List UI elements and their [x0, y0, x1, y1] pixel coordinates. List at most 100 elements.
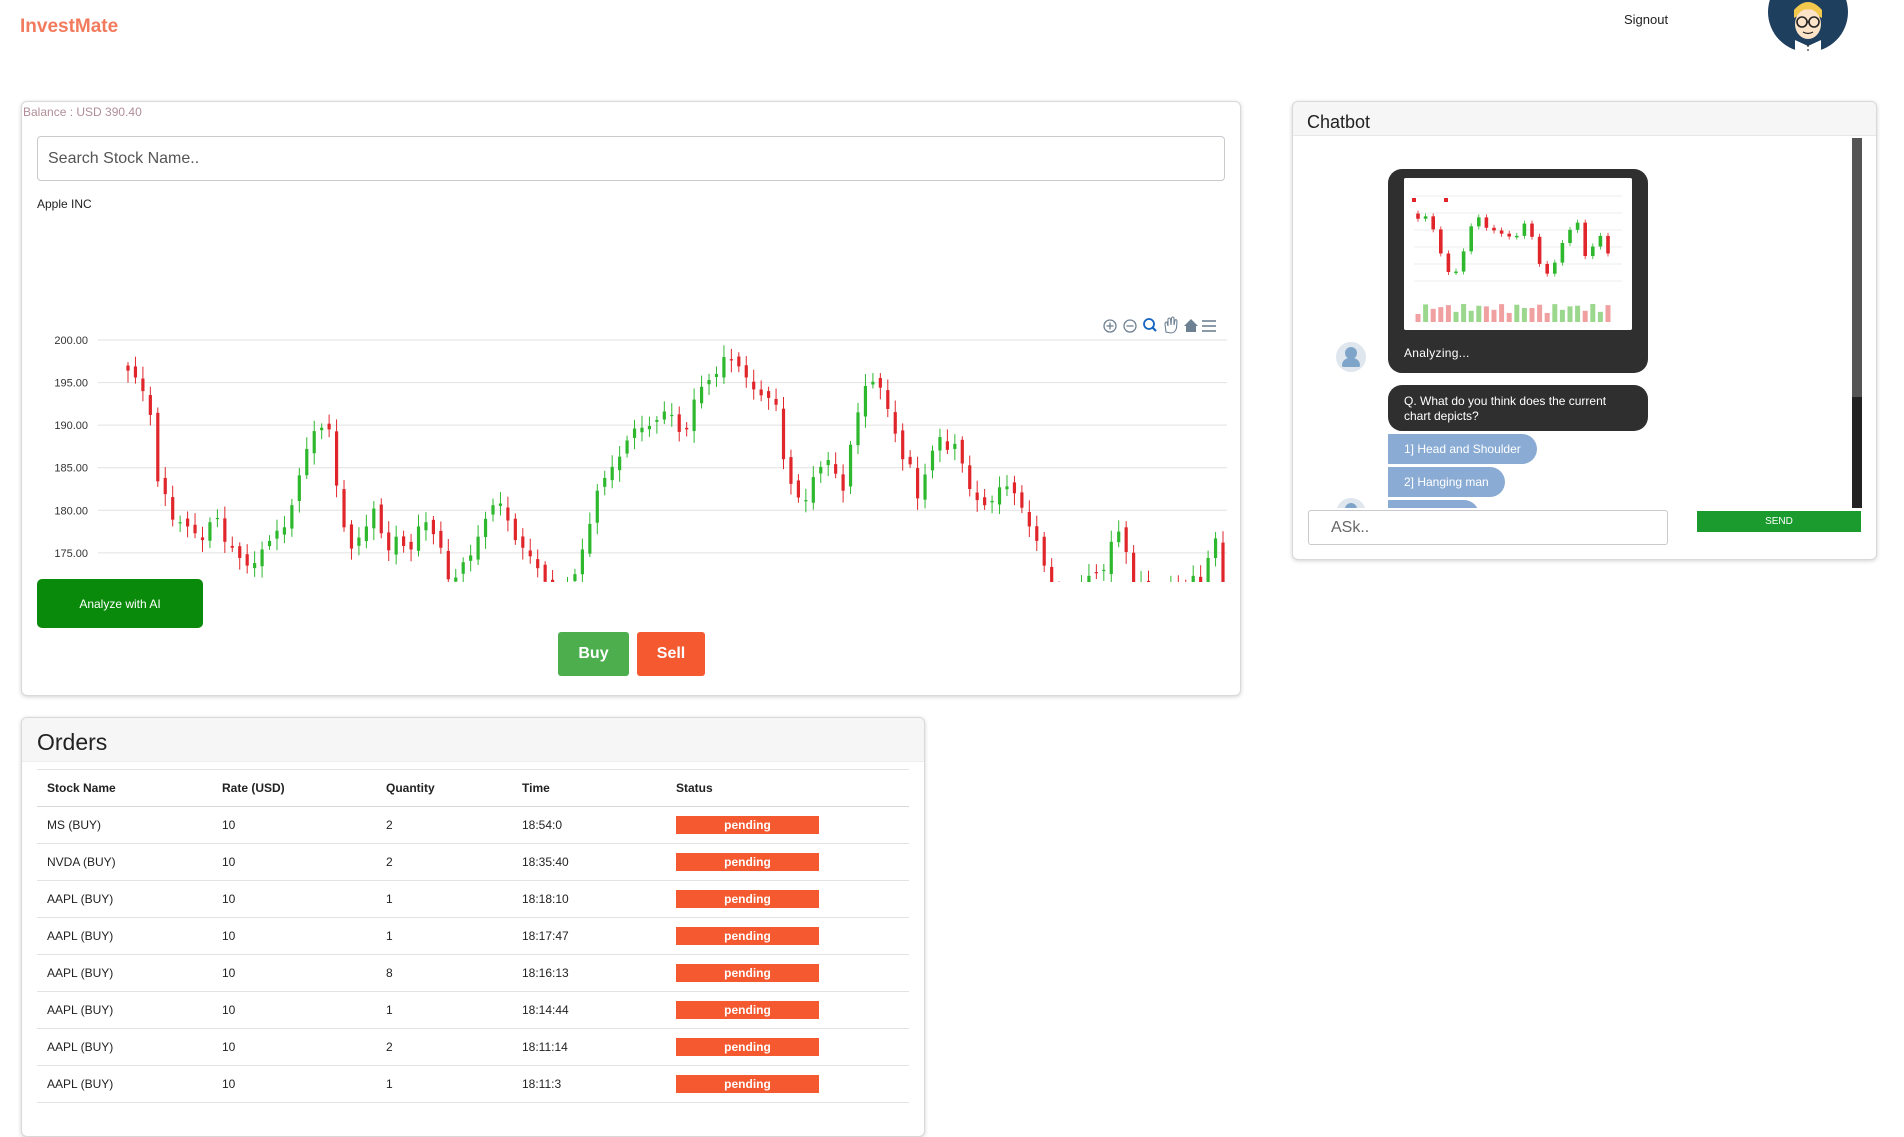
signout-link[interactable]: Signout: [1624, 12, 1669, 27]
candle: [528, 538, 532, 564]
candle: [737, 352, 741, 373]
candle-body: [863, 385, 868, 417]
thumb-candle-body: [1606, 235, 1610, 254]
answer-option-3[interactable]: 3] Hammer: [1388, 500, 1480, 508]
chat-messages[interactable]: Analyzing... Q. What do you think does t…: [1305, 138, 1861, 508]
candle-body: [506, 507, 510, 521]
candle-body: [253, 563, 257, 569]
question-message: Q. What do you think does the current ch…: [1388, 385, 1648, 431]
send-button[interactable]: SEND: [1697, 511, 1861, 532]
candle-body: [342, 489, 346, 528]
avatar-illustration: [1768, 0, 1848, 52]
chat-scrollbar[interactable]: [1852, 138, 1862, 508]
candle: [1012, 475, 1017, 506]
zoom-out-icon[interactable]: [1123, 319, 1137, 333]
table-row: AAPL (BUY) 10 1 18:18:10 pending: [37, 880, 909, 918]
column-header-rate: Rate (USD): [212, 769, 376, 807]
user-avatar[interactable]: [1768, 0, 1848, 52]
order-stock: NVDA (BUY): [37, 843, 212, 881]
candle-body: [349, 524, 354, 549]
thumb-candle-body: [1537, 236, 1542, 264]
candle: [1102, 564, 1106, 581]
thumb-candle: [1454, 268, 1458, 276]
candle: [566, 576, 568, 582]
candle: [878, 373, 882, 400]
table-row: AAPL (BUY) 10 2 18:11:14 pending: [37, 1028, 909, 1066]
candle-body: [469, 555, 473, 561]
thumb-volume-bar: [1597, 311, 1603, 322]
candle-body: [774, 398, 778, 405]
stock-search-input[interactable]: [37, 136, 1225, 181]
thumb-volume-bar: [1445, 305, 1451, 322]
candle-body: [223, 518, 227, 542]
status-badge: pending: [676, 927, 819, 945]
candle: [148, 386, 152, 426]
selection-zoom-icon[interactable]: [1143, 318, 1157, 332]
bot-avatar-icon: [1336, 342, 1366, 372]
thumb-candle-body: [1522, 223, 1527, 236]
candle: [789, 449, 793, 495]
column-header-time: Time: [512, 769, 666, 807]
candle-body: [424, 522, 428, 531]
zoom-in-icon[interactable]: [1103, 319, 1117, 333]
candle: [804, 488, 808, 513]
candle-body: [133, 366, 138, 378]
candle: [513, 513, 517, 545]
pan-hand-icon[interactable]: [1164, 316, 1178, 334]
thumb-candle-body: [1446, 253, 1451, 273]
reset-home-icon[interactable]: [1184, 319, 1198, 332]
thumb-candle-body: [1461, 251, 1466, 272]
thumb-volume-bar: [1575, 305, 1581, 322]
thumb-candle: [1553, 259, 1557, 277]
order-stock: AAPL (BUY): [37, 917, 212, 955]
chat-scrollbar-thumb[interactable]: [1852, 138, 1862, 397]
candle: [856, 402, 860, 455]
candle: [1005, 475, 1009, 497]
candle: [1146, 570, 1151, 582]
thumb-candle: [1583, 219, 1587, 260]
candle: [253, 551, 257, 577]
candle-body: [722, 357, 726, 378]
candlestick-chart[interactable]: 200.00195.00190.00185.00180.00175.00170.…: [34, 212, 1239, 582]
candle-body: [707, 380, 711, 385]
candle-body: [1042, 536, 1046, 566]
candle: [938, 428, 942, 463]
candle-body: [454, 577, 458, 582]
thumb-candle-body: [1477, 217, 1481, 227]
candle: [550, 570, 555, 582]
candle-body: [685, 427, 689, 430]
candle-body: [327, 423, 331, 430]
order-stock: AAPL (BUY): [37, 954, 212, 992]
candle-body: [402, 536, 406, 547]
thumb-candle-body: [1439, 229, 1443, 254]
thumb-candle-body: [1530, 223, 1534, 237]
sell-button[interactable]: Sell: [637, 632, 705, 676]
orders-table: Stock Name Rate (USD) Quantity Time Stat…: [37, 769, 909, 1103]
analyze-with-ai-button[interactable]: Analyze with AI: [37, 579, 203, 628]
answer-option-1[interactable]: 1] Head and Shoulder: [1388, 434, 1537, 464]
candle-body: [737, 356, 741, 367]
thumb-candle-body: [1492, 227, 1496, 231]
thumb-candle-body: [1484, 217, 1489, 228]
candle: [200, 526, 205, 552]
menu-icon[interactable]: [1202, 320, 1216, 332]
candle-body: [871, 381, 875, 385]
candle-body: [185, 518, 190, 527]
answer-option-2[interactable]: 2] Hanging man: [1388, 467, 1505, 497]
candle: [193, 513, 197, 539]
candle: [759, 380, 763, 402]
brand-logo[interactable]: InvestMate: [20, 16, 119, 37]
thumb-legend-marker: [1444, 198, 1448, 202]
candle-body: [528, 550, 532, 557]
chat-ask-input[interactable]: [1308, 510, 1668, 545]
candle: [588, 512, 592, 558]
table-row: AAPL (BUY) 10 1 18:11:3 pending: [37, 1065, 909, 1103]
chatbot-title: Chatbot: [1307, 112, 1371, 132]
candle: [625, 435, 629, 458]
candle: [722, 345, 726, 384]
bot-avatar-icon: [1336, 498, 1366, 508]
buy-button[interactable]: Buy: [558, 632, 629, 676]
candle-body: [953, 443, 957, 449]
candle-body: [610, 466, 614, 481]
order-quantity: 1: [376, 991, 512, 1029]
